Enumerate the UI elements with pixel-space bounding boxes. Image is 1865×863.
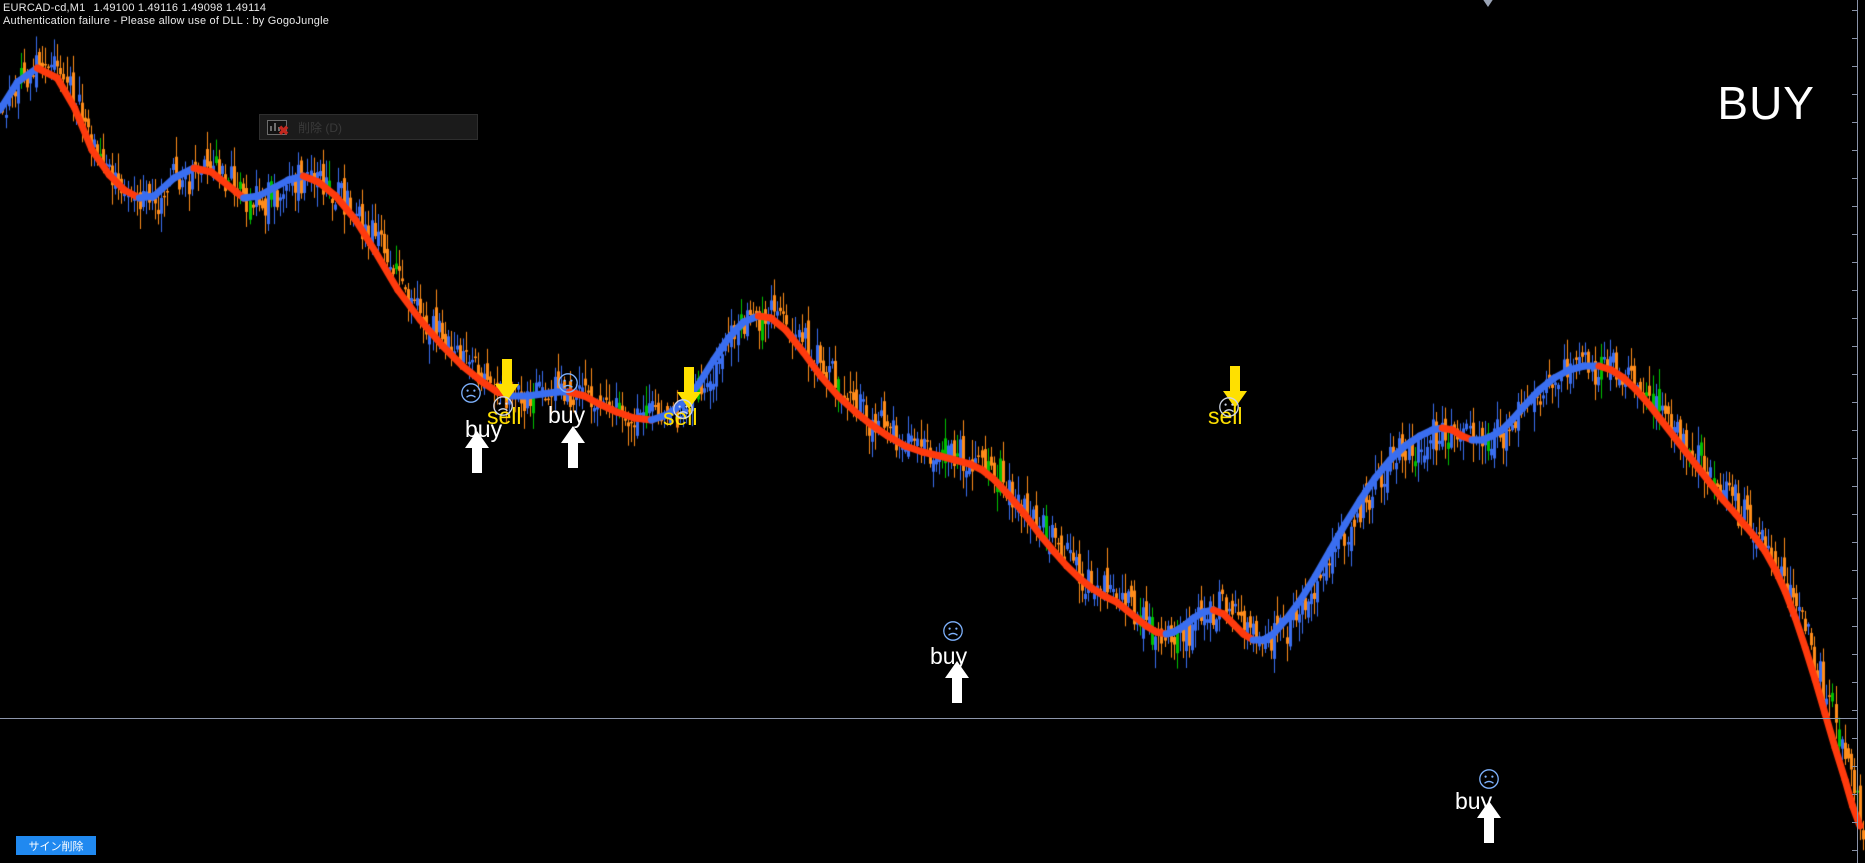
- current-price-level-line: [0, 718, 1858, 719]
- context-menu[interactable]: ✖ 削除 (D): [259, 114, 478, 140]
- delete-sign-button[interactable]: サイン削除: [16, 836, 96, 855]
- price-scale-tick: [1852, 346, 1858, 347]
- price-scale-tick: [1852, 234, 1858, 235]
- ohlc-quote-text: 1.49100 1.49116 1.49098 1.49114: [93, 2, 267, 14]
- price-scale-tick: [1852, 430, 1858, 431]
- price-scale-tick: [1852, 178, 1858, 179]
- price-scale-tick: [1852, 766, 1858, 767]
- context-menu-item-delete[interactable]: 削除 (D): [298, 120, 342, 135]
- price-scale-tick: [1852, 626, 1858, 627]
- price-scale-tick: [1852, 402, 1858, 403]
- price-scale-tick: [1852, 514, 1858, 515]
- price-scale-tick: [1852, 738, 1858, 739]
- price-scale-tick: [1852, 290, 1858, 291]
- chart-delete-icon: ✖: [264, 118, 290, 137]
- price-scale-tick: [1852, 122, 1858, 123]
- price-scale-tick: [1852, 486, 1858, 487]
- price-scale-tick: [1852, 150, 1858, 151]
- price-scale-tick: [1852, 822, 1858, 823]
- price-scale-tick: [1852, 654, 1858, 655]
- price-scale-tick: [1852, 570, 1858, 571]
- symbol-text: EURCAD-cd,M1: [3, 2, 86, 14]
- authentication-message: Authentication failure - Please allow us…: [3, 15, 330, 27]
- price-scale-axis[interactable]: [1852, 0, 1858, 863]
- big-signal-label: BUY: [1717, 77, 1815, 129]
- mouse-cursor-icon: [1483, 0, 1493, 7]
- price-scale-tick: [1852, 542, 1858, 543]
- price-scale-tick: [1852, 710, 1858, 711]
- price-scale-tick: [1852, 374, 1858, 375]
- price-scale-tick: [1852, 598, 1858, 599]
- price-scale-tick: [1852, 318, 1858, 319]
- price-scale-tick: [1852, 794, 1858, 795]
- price-scale-tick: [1852, 850, 1858, 851]
- price-scale-tick: [1852, 206, 1858, 207]
- price-scale-tick: [1852, 94, 1858, 95]
- price-scale-tick: [1852, 458, 1858, 459]
- price-scale-tick: [1852, 38, 1858, 39]
- price-scale-tick: [1852, 682, 1858, 683]
- price-scale-tick: [1852, 262, 1858, 263]
- price-scale-tick: [1852, 10, 1858, 11]
- price-scale-tick: [1852, 66, 1858, 67]
- symbol-period-label: EURCAD-cd,M1 1.49100 1.49116 1.49098 1.49…: [3, 2, 266, 15]
